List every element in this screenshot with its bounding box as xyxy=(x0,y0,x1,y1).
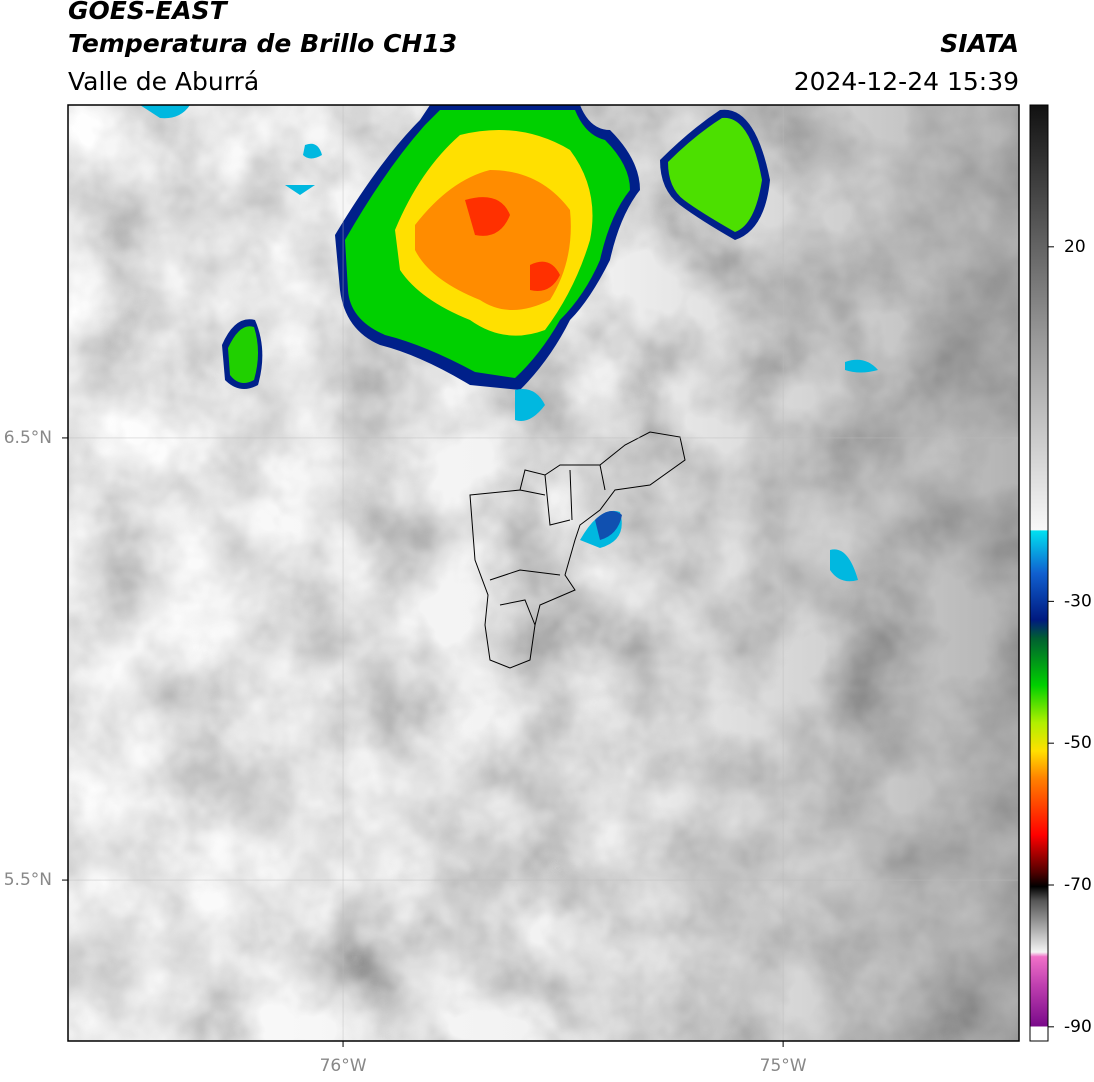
storm xyxy=(140,105,878,582)
map-frame xyxy=(67,104,1020,1042)
colorbar-tick-label: -90 xyxy=(1064,1017,1092,1037)
colorbar xyxy=(1029,104,1049,1042)
colorbar-tick-label: -30 xyxy=(1064,591,1092,611)
satellite: GOES-EAST xyxy=(68,0,229,25)
x-tick-label: 76°W xyxy=(320,1056,367,1076)
y-tick-label: 5.5°N xyxy=(4,870,52,890)
graticule xyxy=(68,105,1019,1041)
product: Temperatura de Brillo CH13 xyxy=(68,29,457,58)
colorbar-tick-label: -70 xyxy=(1064,875,1092,895)
map-image xyxy=(68,105,1019,1041)
colorbar-tick-label: 20 xyxy=(1064,237,1086,257)
region: Valle de Aburrá xyxy=(68,67,259,96)
source: SIATA xyxy=(940,29,1019,58)
colorbar-tick-label: -50 xyxy=(1064,733,1092,753)
x-tick-label: 75°W xyxy=(760,1056,807,1076)
y-tick-label: 6.5°N xyxy=(4,428,52,448)
valley-boundary xyxy=(469,431,686,669)
datetime: 2024-12-24 15:39 xyxy=(794,67,1019,96)
